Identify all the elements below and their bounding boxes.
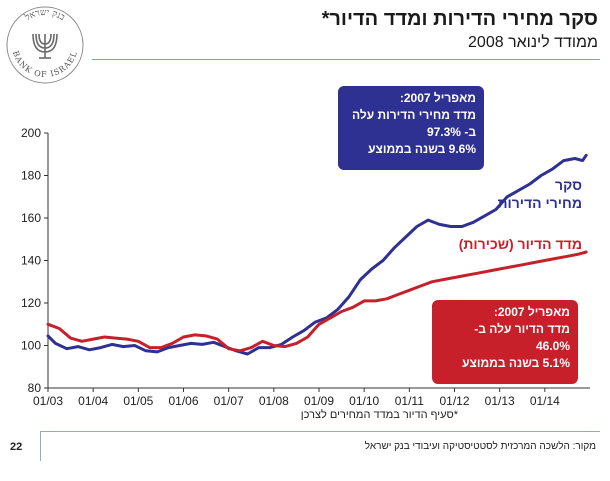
series-label-house-prices: סקר מחירי הדירות (497, 176, 582, 212)
x-tick-label: 01/14 (530, 394, 560, 408)
page-number: 22 (10, 441, 23, 453)
chart-axes: 80 100 120 140 160 180 200 01/03 01/04 01/05 01/06… (21, 126, 590, 408)
x-tick-label: 01/13 (485, 394, 515, 408)
y-tick-label: 80 (28, 381, 42, 395)
series-label-line: סקר (555, 177, 582, 193)
x-tick-label: 01/03 (33, 394, 63, 408)
logo-hebrew-text: בנק ישראל (22, 8, 66, 24)
y-tick-label: 100 (21, 339, 41, 353)
footer-divider (40, 431, 600, 432)
bank-of-israel-logo: בנק ישראל BANK OF ISRAEL (6, 6, 84, 84)
x-tick-label: 01/04 (78, 394, 108, 408)
callout-line: מדד הדיור עלה ב- (474, 322, 570, 336)
chart-subtitle: ממודד לינואר 2008 (468, 34, 598, 51)
x-tick-label: 01/07 (214, 394, 244, 408)
x-tick-label: 01/11 (395, 394, 424, 408)
footer-vertical-divider (40, 431, 41, 461)
callout-housing-index: מאפריל 2007: מדד הדיור עלה ב- 46.0% 5.1%… (432, 300, 578, 384)
x-tick-label: 01/10 (349, 394, 379, 408)
series-line-house-prices (46, 153, 588, 356)
chart-title: סקר מחירי הדירות ומדד הדיור* (321, 8, 598, 30)
source-note: מקור: הלשכה המרכזית לסטטיסטיקה ועיבודי ב… (364, 441, 596, 452)
menorah-icon (32, 33, 58, 59)
x-tick-label: 01/12 (439, 394, 469, 408)
chart-series (46, 153, 588, 356)
callout-house-prices: מאפריל 2007: מדד מחירי הדירות עלה ב- 97.… (338, 86, 484, 170)
series-label-housing-index: מדד הדיור (שכירות) (458, 236, 582, 252)
callout-line: מאפריל 2007: (399, 91, 476, 105)
y-tick-label: 160 (21, 211, 41, 225)
callout-line: מאפריל 2007: (493, 305, 570, 319)
x-tick-label: 01/09 (304, 394, 334, 408)
callout-line: 5.1% בשנה בממוצע (462, 356, 570, 370)
callout-line: מדד מחירי הדירות עלה (352, 108, 476, 122)
y-tick-label: 140 (21, 254, 41, 268)
series-label-line: מחירי הדירות (497, 195, 582, 211)
footnote: *סעיף הדיור במדד המחירים לצרכן (300, 409, 458, 421)
y-tick-label: 200 (21, 126, 41, 140)
callout-line: 9.6% בשנה בממוצע (368, 142, 476, 156)
header-divider (92, 59, 600, 60)
y-tick-label: 120 (21, 296, 41, 310)
callout-line: ב- 97.3% (426, 125, 476, 139)
series-line-housing-index (46, 250, 588, 353)
x-tick-label: 01/06 (168, 394, 198, 408)
callout-line: 46.0% (535, 339, 570, 353)
y-tick-label: 180 (21, 169, 41, 183)
x-tick-label: 01/08 (259, 394, 289, 408)
x-tick-label: 01/05 (123, 394, 153, 408)
